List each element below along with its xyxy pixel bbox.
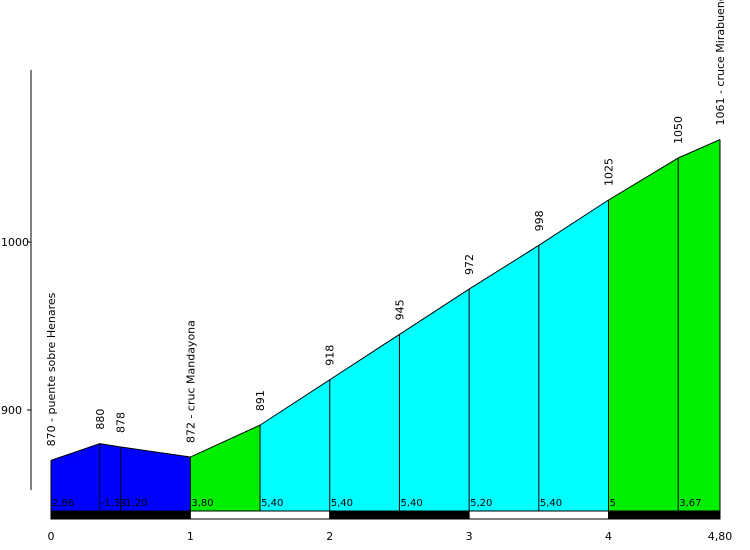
elevation-label: 972 — [463, 254, 476, 275]
gradient-label: 5,20 — [470, 498, 492, 509]
x-tick-label: 3 — [466, 530, 473, 543]
elevation-label: 891 — [254, 390, 267, 411]
gradient-label: 3,80 — [191, 498, 213, 509]
gradient-label: 2,86 — [52, 498, 74, 509]
elevation-label: 945 — [393, 299, 406, 320]
km-bar-block — [50, 510, 191, 520]
profile-segments — [51, 139, 720, 512]
km-bar — [50, 510, 721, 520]
gradient-label: -1,33 — [101, 498, 127, 509]
y-tick-label: 1000 — [1, 236, 29, 249]
elevation-label: 1025 — [603, 158, 616, 186]
profile-segment — [329, 334, 400, 511]
km-bar-block — [189, 510, 331, 520]
y-tick-labels: 900 1000 — [1, 236, 29, 417]
segment-dividers — [99, 158, 679, 511]
elevation-labels: 870 - puente sobre Henares 880 878 872 - cr… — [45, 0, 727, 446]
gradient-labels: 2,86 -1,33-1,20 3,80 5,40 5,40 5,40 5,20 5,40 5 3… — [52, 498, 701, 509]
profile-segment — [99, 443, 121, 511]
profile-outline — [50, 139, 721, 511]
km-bar-block — [608, 510, 721, 520]
profile-segment — [51, 443, 100, 511]
gradient-label: 5,40 — [261, 498, 283, 509]
x-tick-label: 2 — [326, 530, 333, 543]
profile-line — [50, 139, 721, 461]
gradient-label: 3,67 — [679, 498, 701, 509]
km-bar-block — [468, 510, 609, 520]
profile-segment — [678, 139, 720, 511]
elevation-label: 1061 - cruce Mirabueno — [714, 0, 727, 126]
y-tick-label: 900 — [1, 404, 22, 417]
profile-segment — [260, 379, 330, 511]
gradient-label: 5,40 — [400, 498, 422, 509]
profile-segment — [608, 158, 679, 511]
x-tick-label: 1 — [187, 530, 194, 543]
x-tick-label: 4 — [605, 530, 612, 543]
gradient-label: -1,20 — [122, 498, 148, 509]
x-tick-label: 0 — [48, 530, 55, 543]
axes — [27, 70, 32, 490]
profile-segment — [538, 200, 609, 511]
x-tick-labels: 0 1 2 3 4 4,80 — [48, 530, 733, 543]
gradient-label: 5 — [610, 498, 616, 509]
gradient-label: 5,40 — [331, 498, 353, 509]
elevation-label: 1050 — [672, 116, 685, 144]
km-bar-block — [329, 510, 470, 520]
profile-segment — [190, 425, 261, 511]
elevation-label: 918 — [324, 345, 337, 366]
elevation-label: 870 - puente sobre Henares — [45, 292, 58, 446]
elevation-label: 880 — [94, 409, 107, 430]
profile-segment — [120, 446, 191, 511]
elevation-label: 998 — [533, 210, 546, 231]
profile-segment — [399, 289, 470, 511]
elevation-label: 878 — [115, 412, 128, 433]
elevation-label: 872 - cruc Mandayona — [184, 320, 197, 443]
x-tick-label: 4,80 — [708, 530, 733, 543]
profile-segment — [469, 245, 539, 512]
gradient-label: 5,40 — [540, 498, 562, 509]
